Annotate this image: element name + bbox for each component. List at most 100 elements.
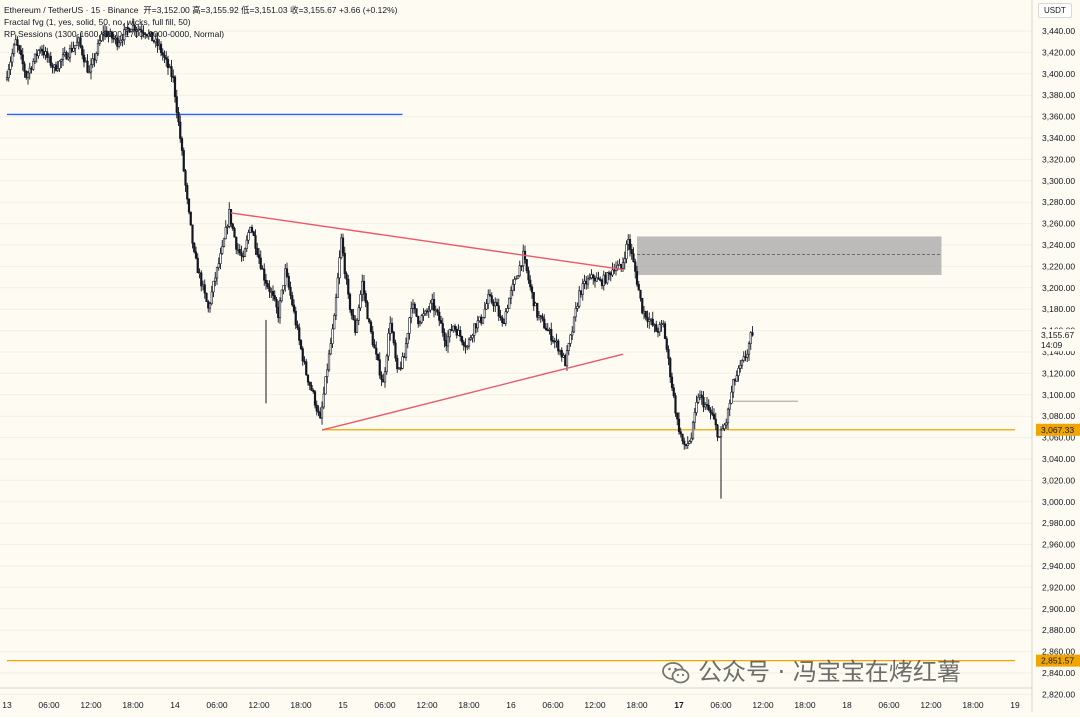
y-tick-label: 3,000.00 bbox=[1042, 497, 1075, 507]
trendlines[interactable] bbox=[230, 212, 624, 431]
candle-body bbox=[11, 53, 14, 63]
x-axis[interactable]: 13 06:00 12:00 18:00 14 06:00 12:00 18:00 15 06:0… bbox=[2, 700, 1020, 710]
legend-symbol-line[interactable]: Ethereum / TetherUS · 15 · Binance 开=3,1… bbox=[4, 4, 397, 16]
candle-body bbox=[506, 308, 509, 313]
candle-body bbox=[5, 77, 9, 80]
x-tick-label: 06:00 bbox=[38, 700, 60, 710]
candle-body bbox=[26, 72, 30, 78]
legend-symbol[interactable]: Ethereum / TetherUS · 15 · Binance bbox=[4, 5, 139, 15]
legend-indicator-fvg[interactable]: Fractal fvg (1, yes, solid, 50, no, wick… bbox=[4, 17, 191, 27]
candle-body bbox=[82, 54, 86, 63]
candle-body bbox=[252, 231, 255, 236]
candle-body bbox=[480, 316, 483, 324]
candle-body bbox=[158, 43, 161, 46]
candle-body bbox=[21, 54, 24, 65]
candle-body bbox=[567, 343, 570, 351]
candle-body bbox=[194, 251, 198, 259]
candle-body bbox=[417, 315, 420, 325]
candle-body bbox=[322, 393, 325, 408]
x-tick-label: 06:00 bbox=[374, 700, 396, 710]
candle-body bbox=[298, 327, 301, 341]
candle-body bbox=[165, 57, 168, 60]
candle-body bbox=[315, 404, 318, 412]
candle-body bbox=[620, 263, 623, 269]
candle-body bbox=[656, 331, 660, 333]
candle-body bbox=[697, 396, 700, 403]
candle-body bbox=[627, 239, 630, 245]
candles bbox=[5, 18, 754, 499]
legend-indicator-sessions[interactable]: RP Sessions (1300-1600, 0800-1700, 0000-… bbox=[4, 29, 225, 39]
candle-body bbox=[686, 443, 689, 446]
candle-body bbox=[240, 252, 243, 257]
y-tick-label: 2,980.00 bbox=[1042, 518, 1075, 528]
candle-body bbox=[413, 303, 416, 309]
candle-body bbox=[427, 309, 430, 312]
candle-body bbox=[207, 301, 210, 309]
candle-body bbox=[380, 374, 383, 380]
candle-body bbox=[261, 268, 264, 270]
candle-body bbox=[466, 345, 469, 348]
candle-body bbox=[693, 412, 696, 423]
candle-body bbox=[369, 321, 373, 332]
candle-body bbox=[551, 340, 555, 342]
y-tick-label: 3,100.00 bbox=[1042, 390, 1075, 400]
candle-body bbox=[539, 315, 542, 317]
candle-body bbox=[592, 274, 595, 279]
candle-body bbox=[75, 41, 79, 46]
candle-body bbox=[516, 275, 520, 279]
candle-body bbox=[452, 325, 455, 331]
candle-body bbox=[399, 367, 402, 370]
candle-body bbox=[593, 278, 597, 282]
x-tick-label: 06:00 bbox=[710, 700, 732, 710]
candle-body bbox=[362, 280, 366, 294]
candle-body bbox=[607, 272, 611, 275]
candle-body bbox=[495, 302, 499, 307]
candle-body bbox=[217, 263, 220, 268]
candle-body bbox=[585, 280, 588, 285]
candle-body bbox=[737, 367, 740, 377]
y-tick-label: 2,960.00 bbox=[1042, 540, 1075, 550]
currency-label[interactable]: USDT bbox=[1038, 3, 1072, 18]
candle-body bbox=[371, 331, 374, 346]
candle-body bbox=[289, 286, 292, 296]
y-tick-label: 3,320.00 bbox=[1042, 154, 1075, 164]
candle-body bbox=[406, 333, 409, 344]
candle-body bbox=[324, 376, 327, 395]
zone-layer bbox=[637, 236, 942, 275]
candle-body bbox=[502, 322, 506, 324]
candle-body bbox=[301, 348, 304, 362]
candle-body bbox=[152, 40, 156, 43]
candle-body bbox=[704, 404, 707, 408]
candle-body bbox=[599, 279, 602, 281]
candle-body bbox=[485, 303, 488, 310]
candle-body bbox=[602, 274, 605, 287]
candle-body bbox=[536, 302, 539, 318]
candle-body bbox=[263, 268, 266, 281]
candle-body bbox=[564, 355, 567, 367]
y-axis[interactable]: 3,440.00 3,420.00 3,400.00 3,380.00 3,360.00… bbox=[1042, 26, 1075, 699]
candle-body bbox=[450, 328, 453, 331]
candle-body bbox=[168, 66, 171, 69]
grid-layer bbox=[0, 0, 1033, 712]
candle-body bbox=[646, 317, 649, 322]
candle-body bbox=[688, 441, 691, 444]
candle-body bbox=[487, 294, 490, 304]
candle-body bbox=[597, 277, 600, 280]
candle-body bbox=[287, 275, 290, 288]
candle-body bbox=[387, 333, 390, 357]
candle-body bbox=[695, 401, 698, 413]
candle-body bbox=[522, 250, 525, 267]
candle-body bbox=[649, 318, 653, 321]
candle-body bbox=[586, 278, 590, 285]
candle-body bbox=[30, 67, 33, 70]
candle-body bbox=[60, 59, 63, 62]
y-tick-label: 3,340.00 bbox=[1042, 133, 1075, 143]
candle-body bbox=[166, 59, 170, 69]
candle-body bbox=[33, 53, 37, 62]
horizontal-lines[interactable] bbox=[7, 113, 1015, 662]
candle-body bbox=[84, 60, 87, 63]
candle-body bbox=[732, 379, 735, 393]
